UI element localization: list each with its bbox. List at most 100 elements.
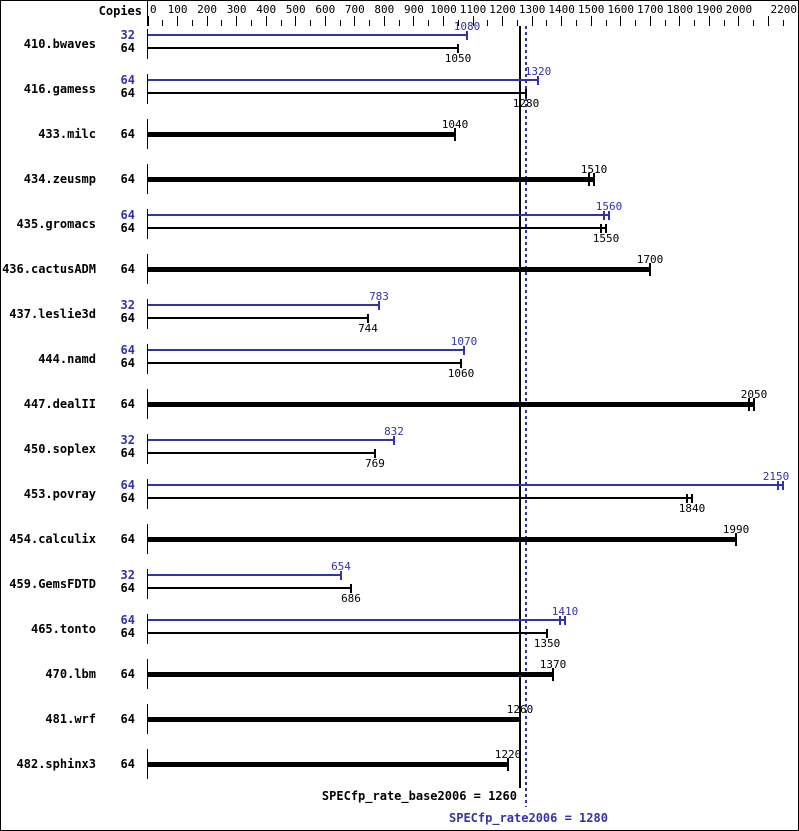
benchmark-label: 435.gromacs bbox=[16, 217, 96, 231]
result-bar bbox=[148, 672, 553, 677]
result-bar bbox=[148, 574, 341, 576]
bar-end-cap bbox=[546, 629, 548, 638]
axis-tick bbox=[177, 16, 178, 26]
value-label: 1840 bbox=[678, 502, 706, 515]
group-axis-line bbox=[147, 434, 148, 464]
axis-tick bbox=[753, 20, 755, 26]
benchmark-label: 450.soplex bbox=[23, 442, 96, 456]
axis-tick bbox=[782, 20, 784, 26]
axis-tick bbox=[723, 20, 725, 26]
copies-label: 64 bbox=[120, 397, 135, 411]
peak-rate-summary-label: SPECfp_rate2006 = 1280 bbox=[449, 811, 608, 825]
value-label: 1060 bbox=[447, 367, 475, 380]
axis-tick-label: 1300 bbox=[518, 3, 546, 16]
copies-label: 64 bbox=[120, 626, 135, 640]
axis-tick bbox=[487, 20, 489, 26]
axis-tick bbox=[206, 16, 208, 26]
bar-end-cap bbox=[367, 314, 369, 323]
axis-tick bbox=[369, 20, 371, 26]
group-axis-line bbox=[147, 74, 148, 104]
result-bar bbox=[148, 214, 609, 216]
axis-tick-label: 1400 bbox=[548, 3, 575, 16]
axis-tick bbox=[162, 20, 164, 26]
axis-tick-label: 1500 bbox=[577, 3, 605, 16]
copies-label: 64 bbox=[120, 221, 135, 235]
copies-label: 64 bbox=[120, 667, 135, 681]
bar-end-cap bbox=[782, 481, 784, 490]
axis-tick bbox=[428, 20, 430, 26]
benchmark-label: 482.sphinx3 bbox=[16, 757, 96, 771]
bar-end-cap bbox=[777, 481, 779, 490]
bar-end-cap bbox=[525, 89, 527, 98]
axis-tick-label: 1000 bbox=[430, 3, 457, 16]
value-label: 654 bbox=[331, 560, 351, 573]
axis-tick bbox=[708, 16, 710, 26]
value-label: 1550 bbox=[592, 232, 620, 245]
bar-end-cap bbox=[537, 76, 539, 85]
copies-label: 32 bbox=[120, 433, 135, 447]
group-axis-line bbox=[147, 704, 148, 734]
plot-left-axis-line bbox=[147, 1, 148, 26]
benchmark-label: 436.cactusADM bbox=[2, 262, 96, 276]
benchmark-label: 444.namd bbox=[38, 352, 96, 366]
bar-end-cap bbox=[593, 173, 595, 186]
copies-label: 64 bbox=[120, 262, 135, 276]
axis-tick bbox=[383, 16, 385, 26]
group-axis-line bbox=[147, 569, 148, 599]
copies-label: 64 bbox=[120, 757, 135, 771]
value-label: 1510 bbox=[580, 163, 608, 176]
peak-reference-line bbox=[525, 26, 527, 807]
axis-tick-label: 1200 bbox=[489, 3, 516, 16]
result-bar bbox=[148, 362, 461, 364]
group-axis-line bbox=[147, 29, 148, 59]
copies-label: 64 bbox=[120, 172, 135, 186]
result-bar bbox=[148, 92, 526, 94]
value-label: 686 bbox=[341, 592, 361, 605]
axis-tick-label: 200 bbox=[197, 3, 218, 16]
result-bar bbox=[148, 497, 692, 499]
result-bar bbox=[148, 587, 351, 589]
copies-label: 64 bbox=[120, 208, 135, 222]
bar-end-cap bbox=[552, 668, 554, 681]
axis-tick-label: 1800 bbox=[666, 3, 694, 16]
bar-end-cap bbox=[559, 616, 561, 625]
copies-label: 64 bbox=[120, 446, 135, 460]
axis-tick-label: 300 bbox=[226, 3, 247, 16]
bar-end-cap bbox=[350, 584, 352, 593]
benchmark-label: 434.zeusmp bbox=[23, 172, 96, 186]
value-label: 2150 bbox=[762, 470, 790, 483]
axis-tick-label: 1600 bbox=[607, 3, 634, 16]
benchmark-label: 470.lbm bbox=[45, 667, 96, 681]
benchmark-label: 410.bwaves bbox=[23, 37, 96, 51]
copies-label: 64 bbox=[120, 356, 135, 370]
axis-tick bbox=[147, 16, 149, 26]
group-axis-line bbox=[147, 254, 148, 284]
group-axis-line bbox=[147, 209, 148, 239]
axis-tick-label: 2000 bbox=[725, 3, 753, 16]
group-axis-line bbox=[147, 659, 148, 689]
bar-end-cap bbox=[605, 224, 607, 233]
copies-label: 64 bbox=[120, 532, 135, 546]
axis-tick bbox=[635, 20, 636, 26]
axis-tick-label: 1100 bbox=[459, 3, 487, 16]
axis-tick bbox=[516, 20, 518, 26]
axis-tick bbox=[398, 20, 400, 26]
bar-end-cap bbox=[691, 494, 693, 503]
axis-tick bbox=[280, 20, 282, 26]
axis-tick bbox=[590, 16, 592, 26]
value-label: 744 bbox=[358, 322, 378, 335]
axis-tick bbox=[250, 20, 252, 26]
axis-tick bbox=[694, 20, 696, 26]
value-label: 1050 bbox=[444, 52, 472, 65]
base-reference-line bbox=[519, 26, 521, 788]
bar-end-cap bbox=[603, 211, 605, 220]
group-axis-line bbox=[147, 344, 148, 374]
bar-end-cap bbox=[519, 713, 521, 726]
result-bar bbox=[148, 762, 508, 767]
copies-column-header: Copies bbox=[98, 4, 142, 18]
bar-end-cap bbox=[374, 449, 376, 458]
axis-tick bbox=[664, 20, 666, 26]
benchmark-label: 433.milc bbox=[38, 127, 96, 141]
copies-label: 64 bbox=[120, 127, 135, 141]
benchmark-label: 453.povray bbox=[23, 487, 96, 501]
